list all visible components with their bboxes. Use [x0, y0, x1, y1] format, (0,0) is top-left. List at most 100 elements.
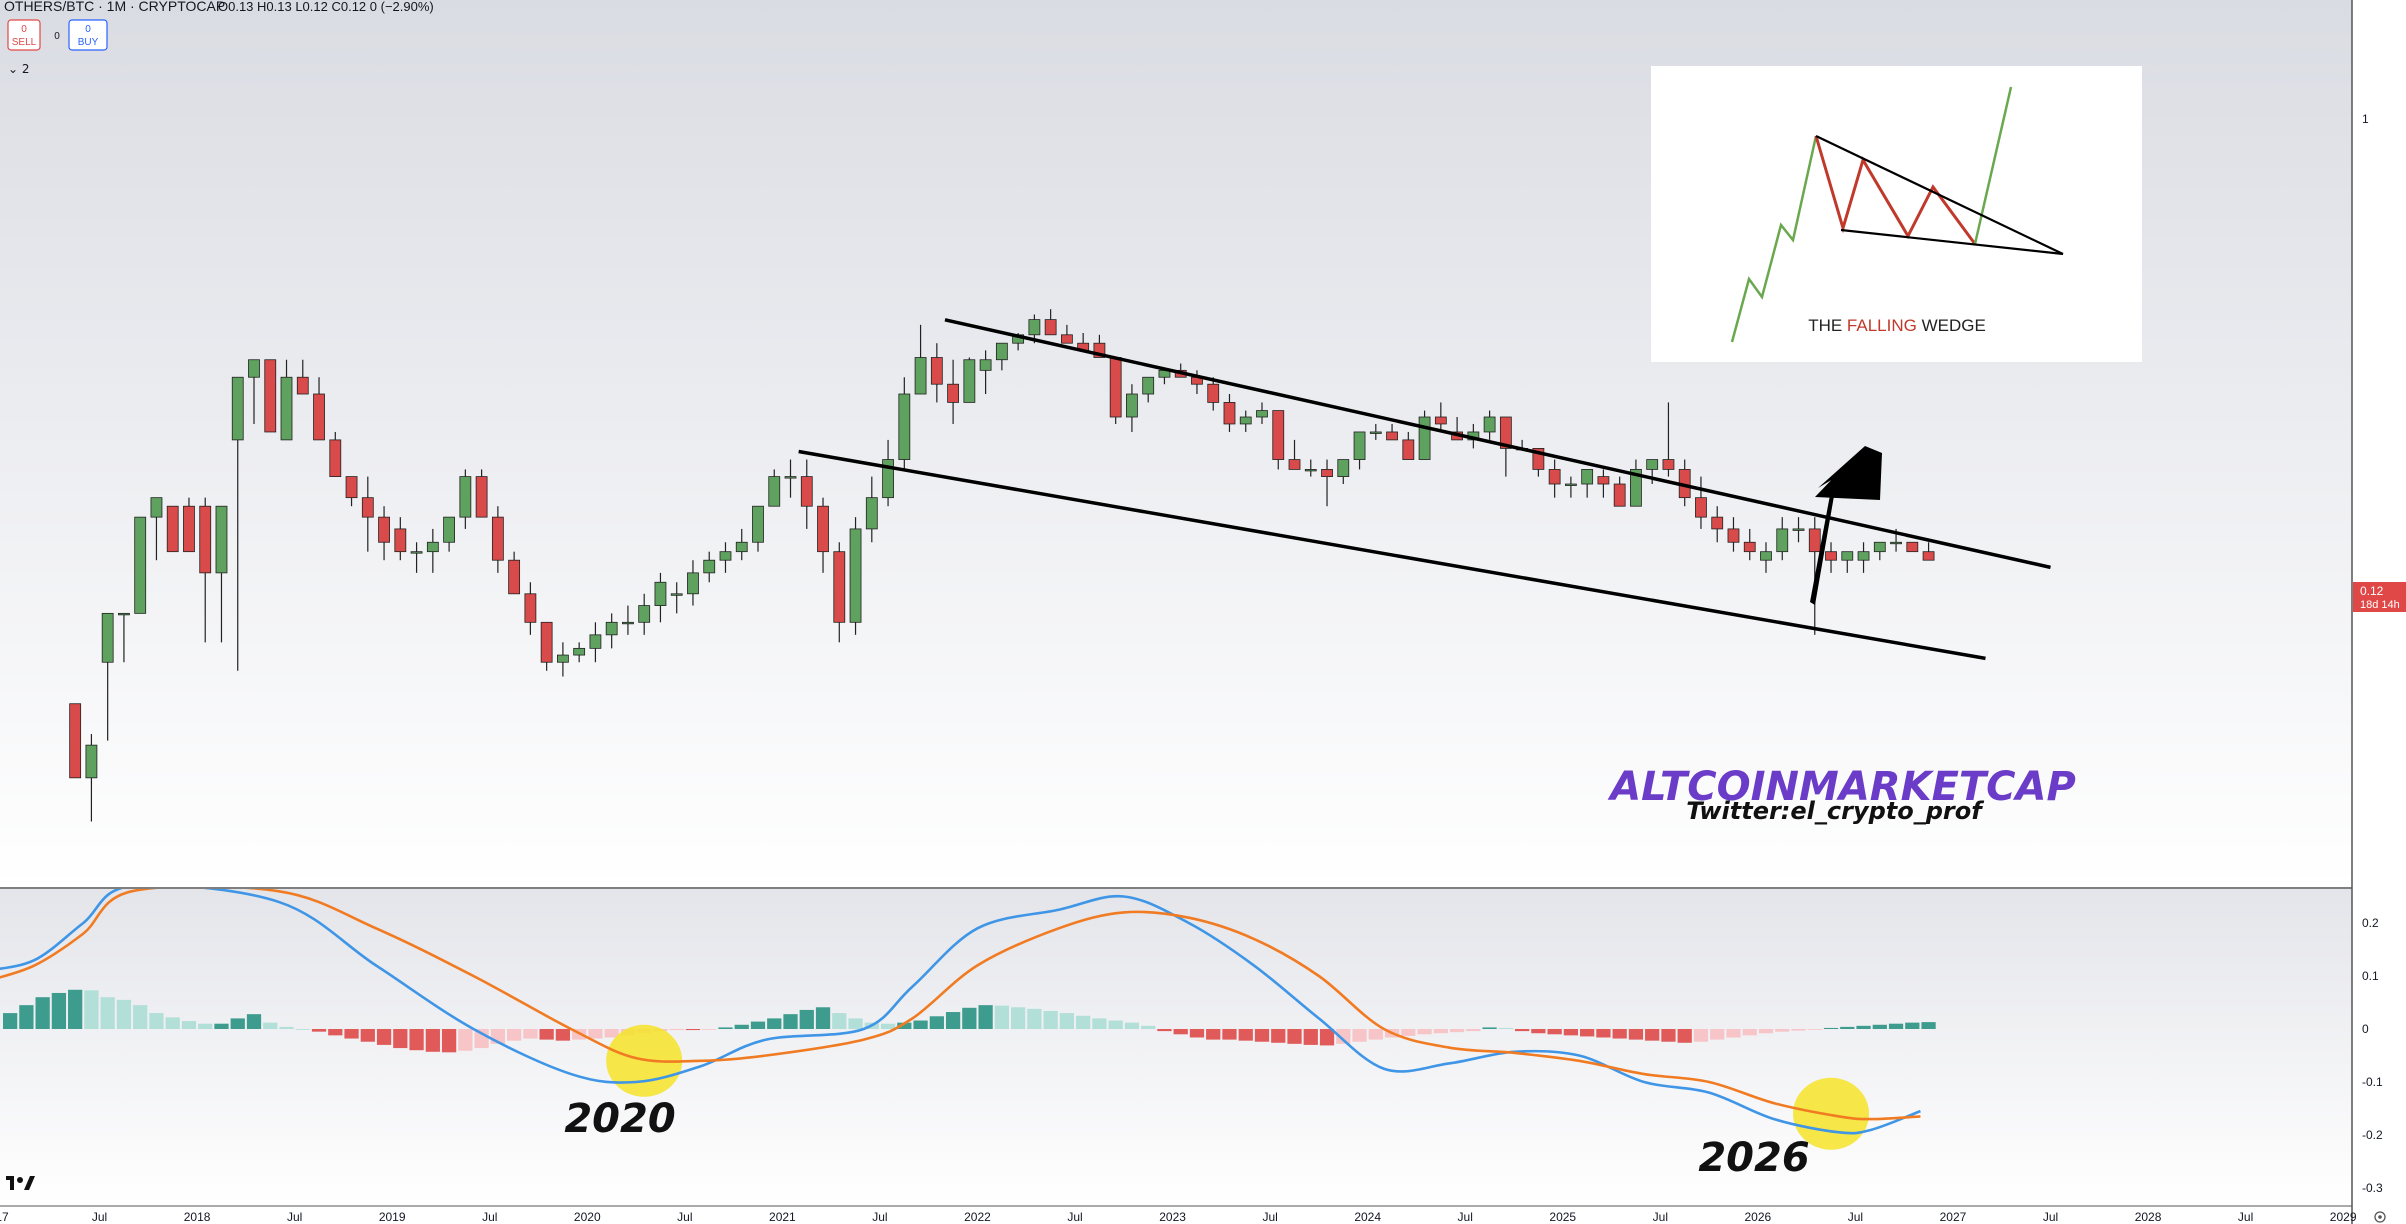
macd-histogram-bar [913, 1020, 928, 1029]
candle-body [1548, 469, 1561, 485]
candle [930, 343, 943, 403]
macd-histogram-bar [945, 1012, 961, 1029]
candle [524, 582, 537, 635]
macd-histogram-bar [1482, 1027, 1497, 1029]
candlestick-series [69, 309, 1935, 822]
candle-body [296, 376, 309, 395]
time-axis-label: Jul [677, 1210, 692, 1224]
candle [1760, 542, 1772, 573]
candle [963, 357, 976, 403]
candle [670, 582, 683, 614]
time-axis-label: Jul [287, 1210, 302, 1224]
candle-body [508, 559, 521, 595]
macd-histogram-bar [1742, 1029, 1757, 1036]
macd-histogram-bar [263, 1022, 278, 1029]
macd-histogram-bar [962, 1007, 977, 1029]
symbol-title[interactable]: OTHERS/BTC · 1M · CRYPTOCAP [4, 0, 225, 14]
time-axis-label: Jul [1067, 1210, 1082, 1224]
macd-histogram-bar [474, 1029, 489, 1049]
macd-histogram-bar [1791, 1029, 1806, 1031]
candle-body [248, 359, 260, 378]
candle [1695, 476, 1707, 529]
candle-body [264, 359, 277, 433]
buy-button[interactable]: 0 BUY [68, 19, 108, 51]
candle-body [1922, 551, 1935, 561]
time-axis-label: Jul [2238, 1210, 2253, 1224]
inset-lower-line [1840, 228, 2064, 256]
macd-histogram-bar [1222, 1029, 1237, 1040]
candle-body [199, 505, 212, 574]
time-axis-label: Jul [1262, 1210, 1277, 1224]
time-axis-label: 2027 [1940, 1210, 1967, 1224]
macd-histogram-bar [1823, 1027, 1839, 1029]
macd-histogram-bar [1856, 1025, 1871, 1029]
twitter-handle: Twitter:el_crypto_prof [1686, 797, 1984, 825]
candle [1711, 506, 1724, 543]
time-axis: 17 Jul 2018 Jul 2019 Jul 2020 Jul 2021 Jul 2022 Jul… [0, 1210, 2357, 1224]
candle [313, 377, 325, 441]
tradingview-logo-icon[interactable] [6, 1176, 35, 1190]
candle [459, 469, 472, 529]
candle-body [1613, 483, 1626, 507]
candle [1304, 459, 1317, 477]
settings-gear-icon[interactable] [2374, 1211, 2386, 1223]
inset-zigzag-line [1814, 135, 1977, 245]
macd-histogram-bar [1563, 1029, 1579, 1036]
time-axis-label: 2024 [1354, 1210, 1381, 1224]
candle [296, 359, 309, 395]
macd-histogram-bar [815, 1007, 831, 1029]
candle-body [654, 581, 667, 606]
candle-body [1418, 416, 1431, 460]
bar-countdown: 18d 14h [2360, 599, 2400, 611]
candle [1922, 542, 1935, 561]
time-axis-background[interactable] [0, 1206, 2352, 1224]
wedge-trendlines[interactable] [798, 318, 2051, 661]
candle [166, 505, 179, 553]
candle [1841, 551, 1854, 573]
macd-histogram-bar [84, 990, 99, 1029]
candle [199, 497, 212, 643]
time-axis-label: 2022 [964, 1210, 991, 1224]
candle [1126, 384, 1138, 432]
macd-histogram-bar [360, 1029, 375, 1042]
macd-histogram-bar [1141, 1025, 1156, 1029]
candle-body [1711, 516, 1724, 530]
candle [882, 439, 894, 507]
macd-histogram-bar [539, 1029, 554, 1040]
candle-body [1093, 342, 1106, 358]
candle [1402, 431, 1415, 460]
time-axis-label: 2029 [2330, 1210, 2357, 1224]
indicators-toggle[interactable]: ⌄ 2 [8, 62, 30, 76]
macd-histogram-bar [1547, 1029, 1562, 1035]
candle [378, 506, 390, 561]
candle [914, 324, 927, 395]
inset-upper-line [1815, 135, 2064, 255]
time-axis-label: 2026 [1745, 1210, 1772, 1224]
buy-label: BUY [78, 37, 99, 48]
candle-body [1532, 448, 1545, 470]
inset-caption-highlight: FALLING [1847, 316, 1917, 335]
macd-histogram-bar [880, 1023, 896, 1029]
macd-histogram-bar [994, 1005, 1009, 1029]
macd-histogram-bar [832, 1013, 847, 1029]
spread-value: 0 [54, 31, 60, 42]
candle [573, 642, 586, 663]
candle-body [1109, 357, 1122, 418]
candle-body [118, 612, 130, 616]
candle-body [231, 376, 244, 441]
macd-histogram-bar [230, 1018, 245, 1029]
candle-body [849, 528, 862, 623]
ohlc-readout: O0.13 H0.13 L0.12 C0.12 0 (−2.90%) [218, 0, 434, 14]
sell-label: SELL [12, 37, 37, 48]
candle [508, 551, 521, 595]
candle-body [1044, 319, 1057, 336]
macd-histogram-bar [51, 992, 67, 1029]
candle [898, 377, 911, 470]
sell-button[interactable]: 0 SELL [7, 19, 41, 51]
macd-histogram-bar [311, 1029, 327, 1032]
candle [1207, 377, 1220, 411]
candle [752, 505, 764, 552]
candle [134, 516, 147, 614]
candle-body [491, 516, 504, 561]
